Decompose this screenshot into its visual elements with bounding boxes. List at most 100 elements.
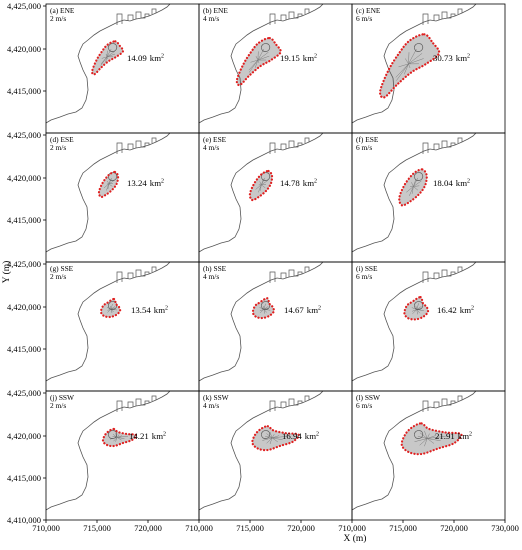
harbour-structure <box>116 13 123 25</box>
harbour-structure <box>422 400 429 412</box>
harbour-structure <box>280 143 287 150</box>
plume-area-unit: km <box>150 53 161 63</box>
plume-area-value: 21.91 <box>435 431 455 441</box>
panel-wind-speed: 6 m/s <box>356 401 372 410</box>
plume-area-unit: km <box>154 305 165 315</box>
harbour-structure <box>304 266 310 272</box>
harbour-structure <box>127 143 134 150</box>
panel-label: (f) ESE <box>356 135 379 144</box>
plume-tracks <box>406 177 422 196</box>
plume-area-value: 14.21 <box>129 431 149 441</box>
harbour-structure <box>151 266 157 272</box>
panel-wind-speed: 4 m/s <box>203 143 219 152</box>
plume-boundary <box>251 425 300 452</box>
plume-area-unit: km <box>456 53 467 63</box>
panel-label: (d) ESE <box>50 135 74 144</box>
plume-fill <box>380 34 440 98</box>
plume-area-value: 13.54 <box>131 305 151 315</box>
plume-area-unit-sup: 2 <box>161 54 164 60</box>
harbour-structure <box>269 400 276 412</box>
harbour-structure <box>422 142 429 154</box>
harbour-structure <box>422 271 429 283</box>
harbour-structure <box>433 272 440 279</box>
plume-tracks <box>255 177 269 193</box>
plume-area-label: 30.73 km2 <box>433 53 470 63</box>
panel-label: (a) ENE <box>50 6 75 15</box>
plume-area-unit: km <box>458 431 469 441</box>
island-outline <box>414 172 424 181</box>
axes-layer: 710,000 715,000 720,000 710,000 715,000 720,0… <box>7 1 519 533</box>
panel-frame <box>351 390 506 521</box>
plume-area-unit-sup: 2 <box>467 179 470 185</box>
plume-area-unit-sup: 2 <box>469 432 472 438</box>
plume-area-label: 14.78 km2 <box>280 178 317 188</box>
plume-boundary <box>97 170 120 199</box>
y-tick-label: 4,415,000 <box>7 473 41 483</box>
plume-area-unit-sup: 2 <box>161 179 164 185</box>
harbour-structure <box>135 11 150 19</box>
plume-area-label: 16.94 km2 <box>282 431 319 441</box>
harbour-structure <box>441 11 456 19</box>
harbour-structure <box>269 13 276 25</box>
plume-tracks <box>248 48 270 73</box>
plume-area-unit-sup: 2 <box>467 54 470 60</box>
plume-tracks <box>395 48 424 81</box>
y-tick-label: 4,420,000 <box>7 302 41 312</box>
plume-fill <box>102 428 137 447</box>
plume-boundary <box>251 297 276 320</box>
panel-label: (b) ENE <box>203 6 228 15</box>
y-tick-label: 4,420,000 <box>7 173 41 183</box>
plume-boundary <box>101 427 138 448</box>
plume-area-value: 30.73 <box>433 53 453 63</box>
panel-label: (e) ESE <box>203 135 227 144</box>
y-tick-label: 4,425,000 <box>7 388 41 398</box>
panel-label: (k) SSW <box>203 393 229 402</box>
x-tick-label: 710,000 <box>185 523 213 533</box>
harbour-structure <box>288 140 303 148</box>
plume-area-label: 14.67 km2 <box>284 305 321 315</box>
harbour-structure <box>433 401 440 408</box>
harbour-structure <box>269 142 276 154</box>
coastline <box>352 133 477 253</box>
y-tick-label: 4,415,000 <box>7 344 41 354</box>
x-tick-label: 720,000 <box>440 523 468 533</box>
y-tick-label: 4,420,000 <box>7 44 41 54</box>
harbour-structure <box>151 137 157 143</box>
island-outline <box>414 430 424 439</box>
coastline <box>352 391 477 511</box>
harbour-structure <box>304 395 310 401</box>
plume-area-unit-sup: 2 <box>314 54 317 60</box>
coastline <box>199 4 324 124</box>
panel-wind-speed: 6 m/s <box>356 272 372 281</box>
plume-area-label: 13.54 km2 <box>131 305 168 315</box>
x-tick-label: 720,000 <box>287 523 315 533</box>
panel-wind-speed: 4 m/s <box>203 14 219 23</box>
plume-area-label: 19.15 km2 <box>280 53 317 63</box>
y-tick-label: 4,425,000 <box>7 1 41 11</box>
island-outline <box>414 301 424 310</box>
coastline <box>46 4 171 124</box>
harbour-structure <box>151 8 157 14</box>
panel-label: (c) ENE <box>356 6 381 15</box>
plume-area-unit: km <box>150 178 161 188</box>
plume-fill <box>100 298 121 318</box>
island-outline <box>261 301 271 310</box>
plume-area-value: 14.09 <box>127 53 147 63</box>
y-tick-label: 4,420,000 <box>7 431 41 441</box>
harbour-structure <box>280 14 287 21</box>
plume-boundary <box>398 168 428 207</box>
harbour-structure <box>288 269 303 277</box>
plume-boundary <box>403 296 430 321</box>
plume-area-unit: km <box>303 178 314 188</box>
plume-area-value: 16.94 <box>282 431 302 441</box>
